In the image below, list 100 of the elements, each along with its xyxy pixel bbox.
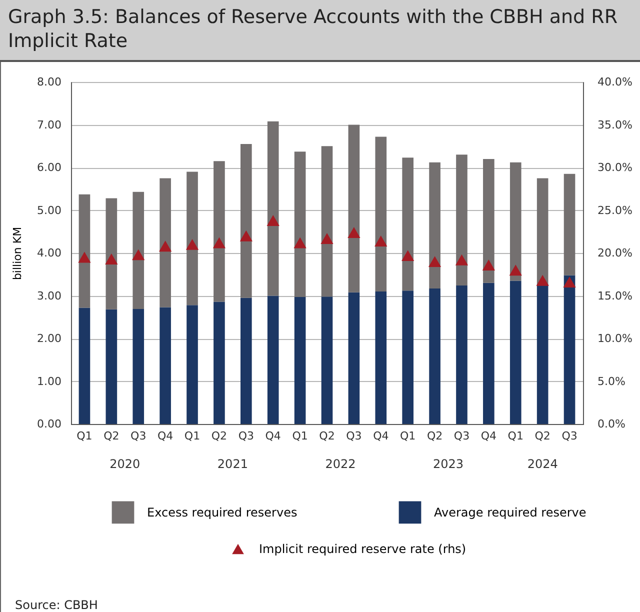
- text: 2022: [325, 457, 356, 471]
- y2-tick-label: 35.0%: [598, 118, 632, 132]
- x-tick-label: Q1: [292, 430, 308, 442]
- point: [348, 227, 360, 238]
- source-note: Source: CBBH: [15, 598, 98, 612]
- x-tick-label: Q3: [454, 430, 470, 442]
- x-tick-label: Q1: [508, 430, 524, 442]
- bar: [240, 144, 252, 298]
- bar: [510, 280, 522, 424]
- point: [294, 237, 306, 248]
- y2-tick-label: 40.0%: [598, 76, 632, 88]
- text: 2023: [432, 457, 464, 471]
- point: [78, 252, 91, 263]
- point: [536, 274, 549, 286]
- x-tick-label: Q2: [426, 430, 443, 442]
- y2-tick-label: 20.0%: [598, 246, 632, 260]
- bar: [456, 285, 468, 424]
- x-tick-label: Q4: [373, 430, 389, 442]
- bar: [429, 288, 440, 424]
- bar: [375, 136, 387, 292]
- bar: [214, 302, 225, 424]
- x-tick-label: Q1: [76, 430, 92, 442]
- y2-tick-label: 0.0%: [598, 418, 626, 430]
- y2-tick-label: 30.0%: [598, 161, 632, 174]
- bar: [348, 292, 360, 424]
- x-tick-label: Q4: [157, 430, 174, 442]
- bar: [106, 198, 118, 310]
- bar: [294, 152, 306, 298]
- point: [158, 240, 172, 252]
- bar: [564, 275, 576, 424]
- x-tick-label: Q1: [400, 430, 416, 442]
- bar: [429, 162, 440, 288]
- bar: [78, 308, 90, 424]
- y-tick-label: 6.00: [37, 161, 62, 174]
- point: [320, 232, 334, 244]
- point: [105, 254, 118, 264]
- y2-tick-label: 5.0%: [598, 374, 626, 388]
- bar: [240, 298, 252, 424]
- bar: [536, 178, 548, 284]
- bar: [456, 154, 468, 286]
- point: [186, 238, 199, 250]
- bar: [78, 194, 90, 308]
- y-tick-label: 8.00: [37, 76, 62, 88]
- text: 2024: [527, 457, 558, 471]
- y-tick-label: 3.00: [37, 289, 62, 302]
- legend-label: Average required reserve: [434, 505, 586, 520]
- point: [374, 236, 388, 247]
- x-tick-label: Q1: [184, 430, 200, 442]
- legend-label: Implicit required reserve rate (rhs): [259, 542, 466, 556]
- point: [482, 259, 496, 270]
- x-tick-label: Q2: [319, 430, 335, 442]
- bar: [536, 284, 548, 424]
- bar: [267, 296, 279, 424]
- y-tick-label: 2.00: [37, 332, 62, 345]
- bar: [483, 158, 494, 283]
- bar: [186, 305, 198, 424]
- y-axis-title: billion KM: [11, 226, 24, 280]
- bar: [348, 124, 360, 292]
- point: [132, 249, 145, 260]
- y2-tick-label: 25.0%: [598, 204, 632, 217]
- legend-label: Excess required reserves: [147, 505, 298, 520]
- bar: [321, 296, 333, 424]
- y2-tick-label: 15.0%: [598, 289, 632, 302]
- y-tick-label: 1.00: [37, 374, 62, 388]
- text: 2021: [217, 457, 248, 471]
- y-tick-label: 4.00: [37, 246, 62, 260]
- x-tick-label: Q2: [211, 430, 228, 442]
- y-tick-label: 7.00: [37, 118, 62, 132]
- bar: [132, 192, 144, 310]
- y-tick-label: 0.00: [37, 418, 62, 430]
- x-tick-label: Q3: [238, 430, 254, 442]
- chart-title: Graph 3.5: Balances of Reserve Accounts with the CBBH and RR Implicit Rate: [0, 0, 640, 62]
- bar: [402, 290, 414, 424]
- bar: [402, 158, 414, 291]
- point: [212, 237, 226, 248]
- point: [428, 256, 442, 268]
- point: [402, 250, 414, 262]
- x-tick-label: Q2: [534, 430, 550, 442]
- x-tick-label: Q4: [265, 430, 281, 442]
- bar: [160, 307, 171, 424]
- bar: [564, 174, 576, 276]
- point: [563, 276, 576, 288]
- bar: [510, 162, 522, 281]
- text: 2020: [110, 457, 140, 471]
- bar: [214, 161, 225, 302]
- point: [455, 254, 468, 266]
- x-tick-label: Q3: [130, 430, 146, 442]
- bar: [321, 146, 333, 297]
- x-tick-label: Q4: [480, 430, 497, 442]
- bar: [483, 282, 494, 424]
- point: [240, 230, 252, 242]
- bar: [160, 178, 171, 308]
- y2-tick-label: 10.0%: [598, 332, 632, 345]
- bar: [186, 172, 198, 306]
- point: [266, 215, 280, 226]
- x-tick-label: Q3: [562, 430, 578, 442]
- x-tick-label: Q3: [346, 430, 362, 442]
- y-tick-label: 5.00: [37, 204, 62, 217]
- bar: [132, 309, 144, 424]
- point: [509, 264, 522, 276]
